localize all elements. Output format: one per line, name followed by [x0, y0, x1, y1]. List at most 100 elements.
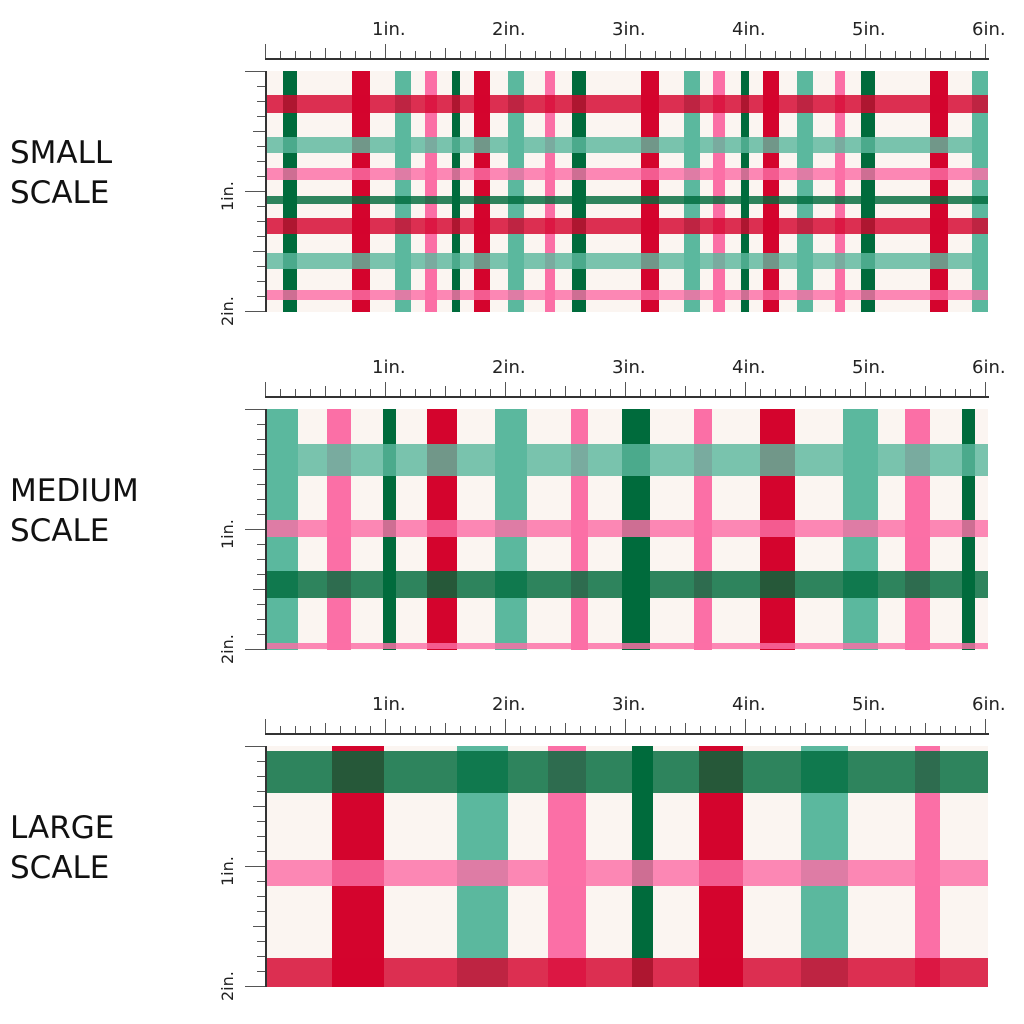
vertical-stripe — [797, 71, 813, 312]
ruler-tick — [257, 161, 265, 162]
ruler-tick — [280, 726, 281, 733]
ruler-tick — [865, 719, 866, 733]
ruler-tick — [257, 941, 265, 942]
scale-label-line1: SMALL — [10, 135, 113, 171]
ruler-tick — [257, 911, 265, 912]
ruler-tick — [595, 389, 596, 396]
ruler-tick — [257, 971, 265, 972]
ruler-tick — [820, 389, 821, 396]
ruler-tick — [580, 389, 581, 396]
ruler-top — [265, 44, 989, 60]
ruler-tick — [550, 51, 551, 58]
ruler-tick — [685, 386, 686, 396]
ruler-tick — [490, 726, 491, 733]
ruler-tick — [257, 146, 265, 147]
ruler-tick — [520, 389, 521, 396]
vertical-stripe — [930, 71, 948, 312]
ruler-tick — [850, 726, 851, 733]
ruler-tick — [610, 389, 611, 396]
ruler-tick — [340, 389, 341, 396]
ruler-tick — [257, 604, 265, 605]
ruler-tick — [475, 726, 476, 733]
ruler-top — [265, 382, 989, 398]
ruler-tick — [700, 726, 701, 733]
ruler-tick — [505, 382, 506, 396]
ruler-tick — [295, 51, 296, 58]
ruler-tick — [415, 389, 416, 396]
vertical-stripe — [425, 71, 437, 312]
horizontal-stripe — [267, 168, 988, 180]
ruler-tick — [760, 51, 761, 58]
ruler-tick — [257, 101, 265, 102]
ruler-tick — [257, 499, 265, 500]
ruler-left — [245, 746, 267, 987]
horizontal-stripe — [267, 218, 988, 234]
ruler-tick — [610, 51, 611, 58]
ruler-tick — [253, 251, 265, 252]
ruler-tick — [245, 649, 265, 650]
ruler-label-inch: 2in. — [218, 971, 237, 1001]
ruler-tick — [505, 719, 506, 733]
ruler-tick — [760, 389, 761, 396]
ruler-tick — [970, 389, 971, 396]
horizontal-stripe — [267, 95, 988, 113]
ruler-tick — [940, 726, 941, 733]
ruler-tick — [245, 71, 265, 72]
ruler-tick — [460, 51, 461, 58]
ruler-tick — [257, 176, 265, 177]
ruler-tick — [670, 389, 671, 396]
vertical-stripe — [713, 71, 725, 312]
ruler-tick — [925, 723, 926, 733]
ruler-tick — [370, 726, 371, 733]
ruler-top — [265, 719, 989, 735]
ruler-tick — [685, 723, 686, 733]
scale-label-line2: SCALE — [10, 850, 110, 886]
vertical-stripe — [452, 71, 460, 312]
horizontal-stripe — [267, 860, 988, 886]
ruler-tick — [550, 726, 551, 733]
ruler-tick — [850, 389, 851, 396]
ruler-tick — [257, 296, 265, 297]
ruler-label-inch: 5in. — [852, 357, 886, 378]
ruler-tick — [835, 726, 836, 733]
ruler-tick — [265, 719, 266, 733]
ruler-tick — [257, 221, 265, 222]
ruler-tick — [985, 719, 986, 733]
ruler-tick — [245, 409, 265, 410]
ruler-tick — [257, 881, 265, 882]
ruler-tick — [745, 44, 746, 58]
ruler-tick — [325, 723, 326, 733]
ruler-tick — [295, 389, 296, 396]
ruler-tick — [775, 726, 776, 733]
ruler-label-inch: 5in. — [852, 19, 886, 40]
ruler-tick — [550, 389, 551, 396]
ruler-tick — [535, 389, 536, 396]
ruler-tick — [640, 726, 641, 733]
ruler-tick — [925, 386, 926, 396]
ruler-tick — [640, 389, 641, 396]
ruler-tick — [925, 48, 926, 58]
ruler-tick — [505, 44, 506, 58]
ruler-tick — [310, 51, 311, 58]
ruler-tick — [565, 723, 566, 733]
ruler-tick — [257, 761, 265, 762]
ruler-tick — [295, 726, 296, 733]
ruler-tick — [625, 44, 626, 58]
ruler-tick — [670, 51, 671, 58]
ruler-tick — [253, 589, 265, 590]
scale-label-line2: SCALE — [10, 513, 110, 549]
ruler-tick — [955, 51, 956, 58]
ruler-tick — [257, 619, 265, 620]
ruler-tick — [565, 48, 566, 58]
plaid-pattern-small — [267, 71, 988, 312]
ruler-tick — [245, 529, 265, 530]
horizontal-stripe — [267, 253, 988, 269]
ruler-tick — [625, 719, 626, 733]
ruler-tick — [325, 386, 326, 396]
ruler-tick — [257, 791, 265, 792]
ruler-label-inch: 1in. — [218, 856, 237, 886]
ruler-tick — [835, 51, 836, 58]
ruler-tick — [640, 51, 641, 58]
ruler-left — [245, 71, 267, 312]
ruler-tick — [535, 726, 536, 733]
